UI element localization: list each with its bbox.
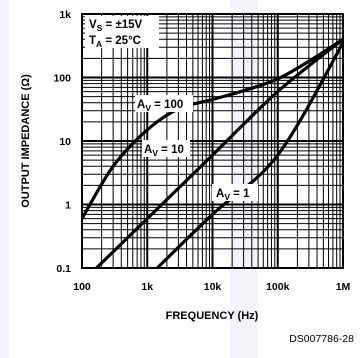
figure-code: DS007786-28	[289, 333, 354, 345]
series-line-0	[82, 37, 343, 220]
series-line-1	[94, 38, 343, 268]
x-tick-label: 1M	[336, 281, 351, 293]
y-tick-label: 1	[65, 200, 71, 212]
plot-grid	[81, 13, 344, 269]
curve-label-av10: AV = 10	[144, 144, 184, 158]
condition-box	[85, 16, 159, 48]
x-tick-label: 100	[73, 281, 91, 293]
x-tick-labels: 100 1k 10k 100k 1M	[73, 281, 350, 293]
supply-voltage-label: VS = ±15V	[89, 19, 143, 33]
watermark	[0, 0, 258, 358]
curve-label-av100: AV = 100	[137, 99, 183, 113]
impedance-curves	[82, 37, 343, 268]
x-tick-label: 1k	[141, 281, 153, 293]
y-axis-title: OUTPUT IMPEDANCE (Ω)	[20, 74, 32, 208]
y-tick-labels: 0.1 1 10 100 1k	[53, 9, 71, 275]
series-line-2	[154, 42, 343, 268]
ambient-temp-label: TA = 25°C	[89, 35, 141, 49]
y-tick-label: 10	[59, 136, 71, 148]
curve-labels: AV = 100 AV = 10 AV = 1	[135, 95, 258, 202]
plot-frame	[81, 13, 344, 269]
x-tick-label: 10k	[204, 281, 222, 293]
curve-label-av1: AV = 1	[216, 188, 250, 202]
x-axis-title: FREQUENCY (Hz)	[166, 310, 259, 322]
x-tick-label: 100k	[266, 281, 290, 293]
y-tick-label: 0.1	[56, 263, 71, 275]
y-tick-label: 100	[53, 73, 71, 85]
y-tick-label: 1k	[59, 9, 71, 21]
